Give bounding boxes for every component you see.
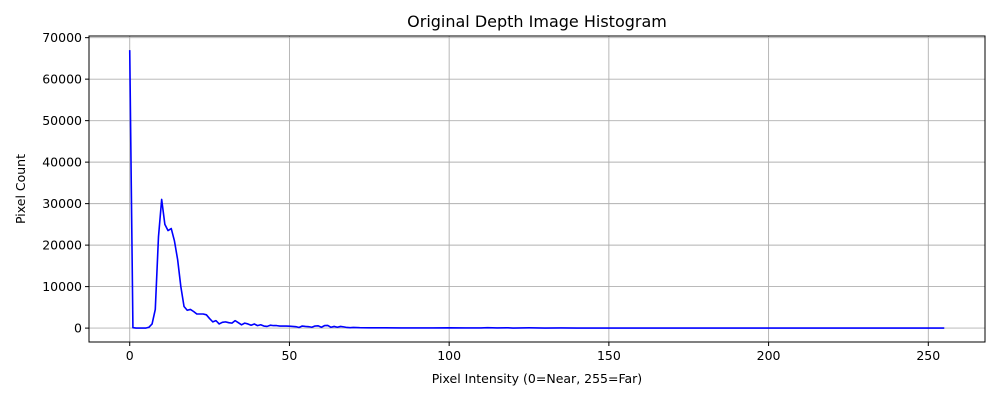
ticks: 0 50 100 150 200 250 0 10000 20000 30000 40000 5000… [42, 30, 940, 363]
series-line-0 [128, 50, 945, 329]
x-tick-label: 100 [437, 348, 461, 363]
y-tick-label: 50000 [42, 113, 82, 128]
y-tick-label: 60000 [42, 72, 82, 87]
grid [89, 36, 985, 342]
x-tick-label: 0 [126, 348, 134, 363]
x-tick-label: 200 [757, 348, 781, 363]
y-tick-label: 10000 [42, 279, 82, 294]
y-tick-label: 20000 [42, 238, 82, 253]
x-tick-label: 250 [916, 348, 940, 363]
x-axis-label: Pixel Intensity (0=Near, 255=Far) [432, 371, 642, 386]
y-tick-label: 40000 [42, 155, 82, 170]
y-tick-label: 0 [74, 321, 82, 336]
y-axis-label: Pixel Count [13, 154, 28, 224]
y-tick-label: 70000 [42, 30, 82, 45]
y-tick-label: 30000 [42, 196, 82, 211]
series-layer [128, 50, 945, 329]
plot-frame [88, 35, 986, 343]
x-tick-label: 150 [597, 348, 621, 363]
chart-title: Original Depth Image Histogram [407, 12, 667, 31]
x-tick-label: 50 [281, 348, 297, 363]
